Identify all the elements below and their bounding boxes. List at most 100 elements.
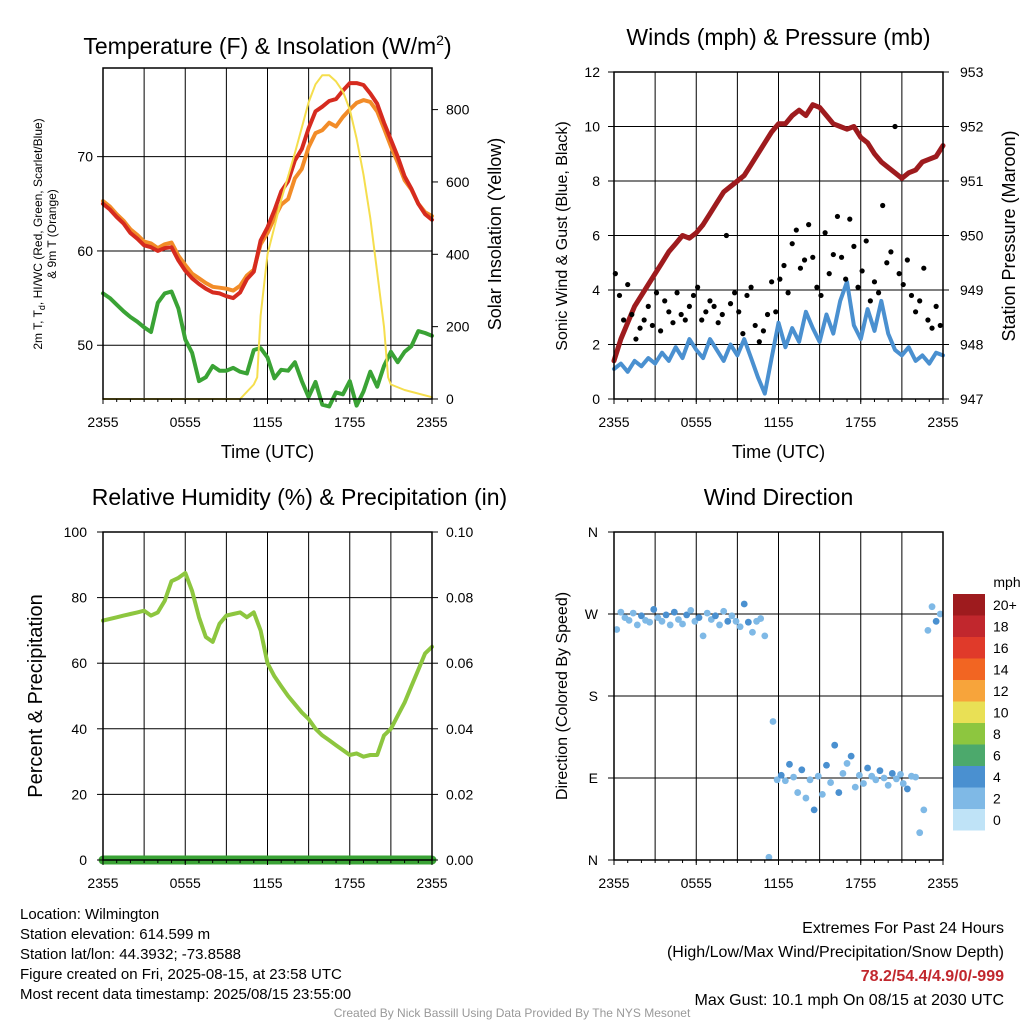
direction-point xyxy=(732,617,740,625)
direction-point xyxy=(920,806,928,814)
speed-legend-label: 12 xyxy=(993,683,1009,699)
direction-point xyxy=(814,772,822,780)
speed-legend-label: 10 xyxy=(993,705,1009,721)
direction-point xyxy=(613,626,621,633)
gust-point xyxy=(699,317,705,323)
speed-legend-label: 18 xyxy=(993,619,1009,635)
speed-legend-swatch xyxy=(953,744,985,766)
gust-point xyxy=(625,281,631,288)
speed-legend-swatch xyxy=(953,701,985,723)
direction-point xyxy=(670,608,678,616)
gust-point xyxy=(793,227,799,233)
direction-point xyxy=(786,760,793,768)
direction-point xyxy=(712,612,719,620)
speed-legend-swatch xyxy=(953,766,985,788)
gust-point xyxy=(764,311,771,318)
gust-point xyxy=(769,279,775,285)
gust-point xyxy=(756,339,762,345)
gust-point xyxy=(838,254,845,260)
gust-point xyxy=(736,309,742,315)
speed-legend-title: mph xyxy=(993,574,1020,590)
direction-point xyxy=(781,777,789,785)
gust-point xyxy=(641,317,647,323)
gust-point xyxy=(658,328,664,334)
gust-point xyxy=(633,336,639,342)
gust-point xyxy=(921,265,927,271)
gust-point xyxy=(834,213,841,220)
direction-point xyxy=(773,776,781,784)
gust-point xyxy=(637,325,643,331)
direction-point xyxy=(892,775,900,783)
speed-legend-swatch xyxy=(953,809,985,831)
gust-point xyxy=(875,290,882,296)
wind-direction-xtick-label: 1755 xyxy=(845,875,876,891)
temperature-series-2 xyxy=(101,289,434,409)
wind-direction-ytick-label: W xyxy=(585,606,599,622)
direction-point xyxy=(625,616,633,624)
temperature-xtick-label: 2355 xyxy=(87,414,118,430)
temperature-y2label: Solar Insolation (Yellow) xyxy=(485,138,505,330)
humidity-title: Relative Humidity (%) & Precipitation (i… xyxy=(92,484,507,510)
wind-direction-xtick-label: 2355 xyxy=(598,875,629,891)
gust-point xyxy=(843,276,849,282)
gust-point xyxy=(830,251,836,258)
direction-point xyxy=(736,623,744,631)
winds-ylabel: Sonic Wind & Gust (Blue, Black) xyxy=(554,121,571,350)
direction-point xyxy=(936,610,944,618)
direction-point xyxy=(695,614,703,622)
direction-point xyxy=(761,632,769,640)
speed-legend-label: 6 xyxy=(993,748,1001,764)
winds-y2tick-label: 952 xyxy=(960,119,984,135)
direction-point xyxy=(666,621,674,629)
winds-ytick-label: 10 xyxy=(584,119,600,135)
station-location: Location: Wilmington xyxy=(20,906,160,923)
wind-direction-ytick-label: N xyxy=(588,852,598,868)
direction-point xyxy=(638,612,645,620)
gust-point xyxy=(740,331,746,337)
gust-point xyxy=(826,271,832,277)
gust-point xyxy=(670,320,676,326)
winds-y2tick-label: 947 xyxy=(960,391,984,407)
direction-point xyxy=(847,752,855,760)
direction-point xyxy=(897,770,904,778)
humidity-line xyxy=(101,571,434,759)
direction-point xyxy=(855,771,863,779)
humidity-y2tick-label: 0.02 xyxy=(446,786,473,802)
direction-point xyxy=(932,617,940,625)
gust-point xyxy=(847,216,853,222)
speed-legend-swatch xyxy=(953,658,985,680)
gust-point xyxy=(789,241,795,247)
temperature-series-1 xyxy=(101,81,434,301)
direction-point xyxy=(662,611,670,619)
winds-y2tick-label: 953 xyxy=(960,64,984,80)
winds-y2label: Station Pressure (Maroon) xyxy=(999,130,1019,341)
gust-point xyxy=(662,298,668,304)
wind-direction-xtick-label: 2355 xyxy=(927,875,958,891)
station-info: Location: Wilmington Station elevation: … xyxy=(20,905,351,1005)
winds-xtick-label: 2355 xyxy=(598,414,629,430)
direction-point xyxy=(658,617,666,625)
speed-legend-label: 16 xyxy=(993,640,1009,656)
temperature-ylabel-part: , HI/WC (Red, Green, Scarlet/Blue) xyxy=(31,118,45,305)
gust-point xyxy=(719,311,725,318)
speed-legend-label: 14 xyxy=(993,662,1009,678)
gust-point xyxy=(925,317,931,323)
wind-speed-line xyxy=(612,279,945,396)
direction-point xyxy=(916,829,924,837)
winds-y2tick-label: 951 xyxy=(960,173,984,189)
gust-point xyxy=(871,279,878,285)
direction-point xyxy=(798,766,806,774)
humidity-y2tick-label: 0.08 xyxy=(446,590,473,606)
extremes-panel: Extremes For Past 24 Hours (High/Low/Max… xyxy=(544,917,1004,1013)
gust-point xyxy=(711,303,717,309)
temperature-ytick-label: 60 xyxy=(77,243,93,259)
gust-point xyxy=(723,232,730,239)
winds-ytick-label: 8 xyxy=(592,173,600,189)
gust-point xyxy=(653,290,660,296)
speed-legend-swatch xyxy=(953,637,985,659)
gust-point xyxy=(880,202,886,209)
gust-point xyxy=(674,290,680,296)
gust-point xyxy=(777,276,783,282)
temperature-xlabel: Time (UTC) xyxy=(221,442,314,462)
